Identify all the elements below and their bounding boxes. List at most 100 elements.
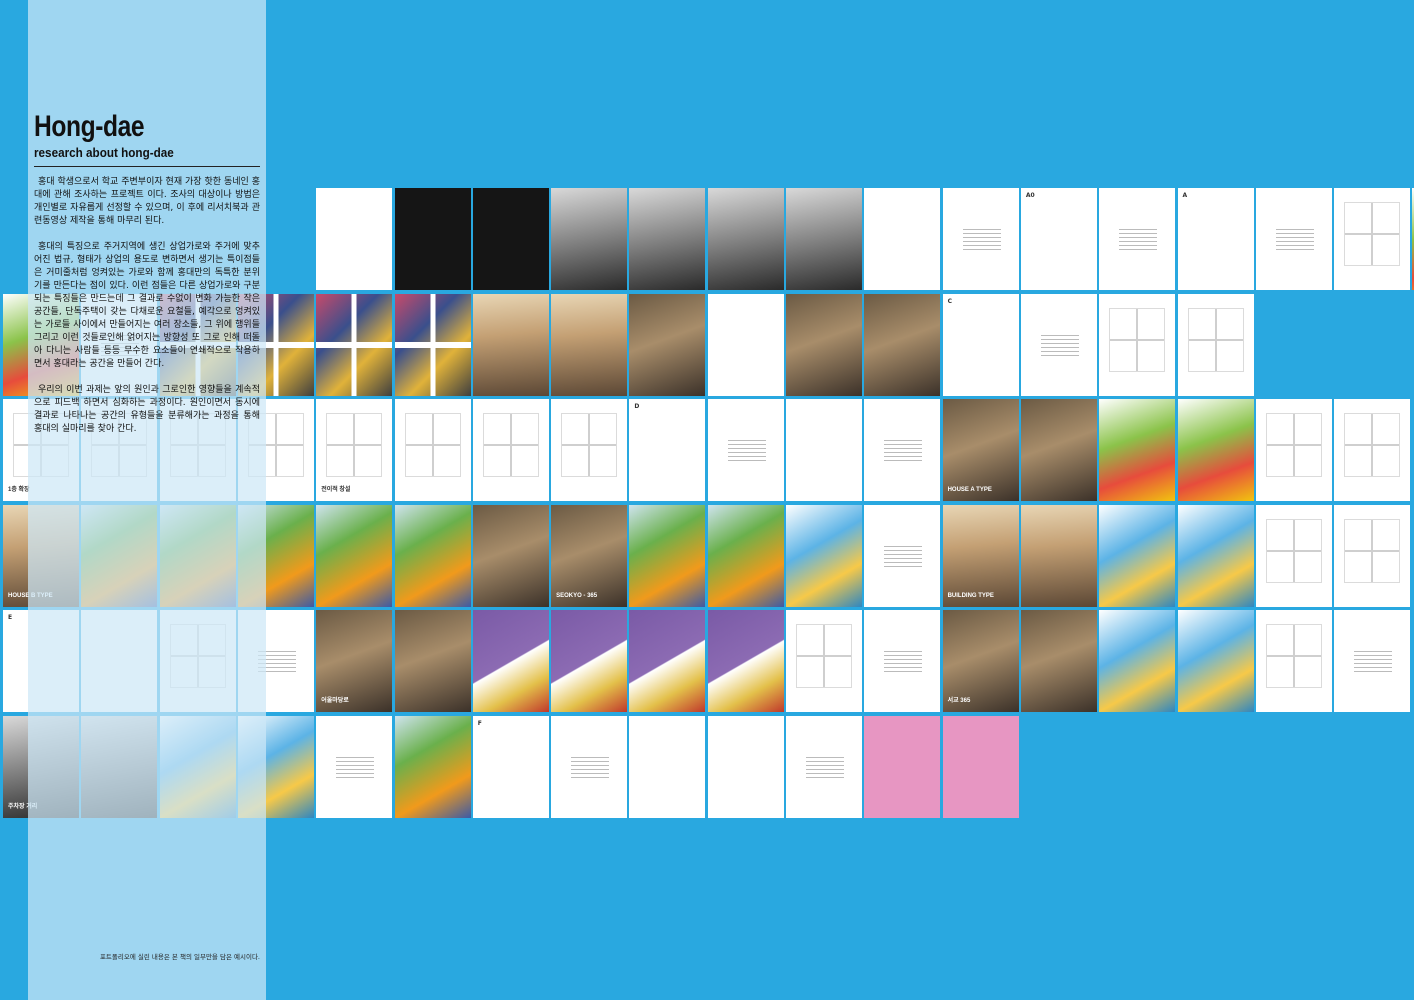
- book-page-thumbnail: [1412, 188, 1414, 290]
- page-caption: 서교 365: [947, 698, 971, 704]
- book-page-thumbnail: D: [629, 399, 706, 501]
- book-page-thumbnail: SEOKYO - 365: [551, 504, 628, 607]
- book-page-thumbnail: [864, 188, 941, 290]
- book-page-thumbnail: [472, 399, 549, 501]
- book-page-thumbnail: [472, 504, 549, 607]
- book-page-thumbnail: 서교 365: [942, 610, 1019, 712]
- book-page-thumbnail: [551, 610, 628, 712]
- book-page-thumbnail: [629, 188, 706, 290]
- description-paragraph: 홍대의 특징으로 주거지역에 생긴 상업가로와 주거에 맞추어진 법규, 형태가…: [34, 242, 260, 369]
- book-page-thumbnail: [707, 504, 784, 607]
- book-page-thumbnail: [551, 293, 628, 396]
- book-page-thumbnail: [551, 715, 628, 818]
- book-page-thumbnail: [1177, 293, 1254, 396]
- book-page-thumbnail: [472, 293, 549, 396]
- book-page-thumbnail: [786, 504, 862, 607]
- book-page-thumbnail: [864, 504, 941, 607]
- book-page-thumbnail: [1020, 399, 1097, 501]
- page-title: Hong-dae: [34, 110, 145, 143]
- book-page-thumbnail: [394, 293, 471, 396]
- book-page-thumbnail: [629, 504, 706, 607]
- book-page-thumbnail: [707, 399, 784, 501]
- book-page-thumbnail: [786, 610, 862, 712]
- book-page-thumbnail: [551, 399, 628, 501]
- section-letter: C: [947, 297, 952, 305]
- book-page-thumbnail: [394, 610, 471, 712]
- book-page-thumbnail: [394, 188, 471, 290]
- book-page-thumbnail: A: [1177, 188, 1254, 290]
- book-page-thumbnail: [786, 188, 862, 290]
- book-page-thumbnail: [1177, 504, 1254, 607]
- book-page-thumbnail: [1255, 188, 1332, 290]
- title-divider: [34, 166, 260, 167]
- book-page-thumbnail: [472, 610, 549, 712]
- book-page-thumbnail: [629, 293, 706, 396]
- description-paragraph: 홍대 학생으로서 학교 주변부이자 현재 가장 핫한 동네인 홍대에 관해 조사…: [34, 177, 260, 226]
- section-letter: D: [634, 403, 640, 410]
- section-letter: F: [477, 719, 482, 727]
- book-page-thumbnail: [707, 715, 784, 818]
- book-page-thumbnail: [394, 504, 471, 607]
- page-caption: BUILDING TYPE: [947, 592, 994, 599]
- page-caption: HOUSE A TYPE: [947, 487, 992, 493]
- section-letter: A0: [1025, 192, 1035, 199]
- book-page-thumbnail: [786, 715, 862, 818]
- book-page-thumbnail: [316, 504, 393, 607]
- book-page-thumbnail: 어울마당로: [316, 610, 393, 712]
- book-page-thumbnail: [1099, 504, 1176, 607]
- footnote: 포트폴리오에 실린 내용은 본 책의 일부만을 담은 예시이다.: [99, 953, 260, 961]
- book-page-thumbnail: [1020, 504, 1097, 607]
- book-page-thumbnail: [786, 399, 862, 501]
- book-page-thumbnail: [864, 293, 941, 396]
- book-page-thumbnail: [1255, 504, 1332, 607]
- book-page-thumbnail: [316, 715, 393, 818]
- book-page-thumbnail: [472, 188, 549, 290]
- page-caption: 주차장 거리: [8, 803, 38, 810]
- book-page-thumbnail: [1020, 293, 1097, 396]
- book-page-thumbnail: [551, 188, 628, 290]
- book-page-thumbnail: [629, 610, 706, 712]
- page-caption: 1층 확장: [8, 487, 30, 493]
- book-page-thumbnail: F: [472, 715, 549, 818]
- page-caption: SEOKYO - 365: [556, 592, 598, 599]
- book-page-thumbnail: [1099, 399, 1176, 501]
- book-page-thumbnail: [1334, 399, 1411, 501]
- book-page-thumbnail: [629, 715, 706, 818]
- book-page-thumbnail: [1099, 188, 1176, 290]
- description-body: 홍대 학생으로서 학교 주변부이자 현재 가장 핫한 동네인 홍대에 관해 조사…: [34, 176, 260, 449]
- book-page-thumbnail: [394, 715, 471, 818]
- book-page-thumbnail: HOUSE A TYPE: [942, 399, 1019, 501]
- book-page-thumbnail: C: [942, 293, 1019, 396]
- book-page-thumbnail: [316, 293, 393, 396]
- book-page-thumbnail: [316, 188, 393, 290]
- page-caption: 어울마당로: [321, 698, 349, 704]
- book-page-thumbnail: [864, 610, 941, 712]
- description-paragraph: 우리의 이번 과제는 앞의 원인과 그로인한 영향들을 계속적으로 피드백 하면…: [34, 385, 260, 434]
- book-page-thumbnail: BUILDING TYPE: [942, 504, 1019, 607]
- book-page-thumbnail: A0: [1020, 188, 1097, 290]
- section-letter: A: [1182, 192, 1188, 199]
- book-page-thumbnail: [1020, 610, 1097, 712]
- book-page-thumbnail: [1255, 399, 1332, 501]
- book-page-thumbnail: [786, 293, 862, 396]
- book-page-thumbnail: [1255, 610, 1332, 712]
- book-page-thumbnail: [1334, 504, 1411, 607]
- book-page-thumbnail: [864, 399, 941, 501]
- book-page-thumbnail: [707, 188, 784, 290]
- book-page-thumbnail: [1334, 188, 1411, 290]
- section-letter: E: [8, 614, 13, 621]
- book-page-thumbnail: [1177, 399, 1254, 501]
- book-page-thumbnail: [942, 715, 1019, 818]
- page-subtitle: research about hong-dae: [34, 145, 174, 160]
- book-page-thumbnail: [707, 610, 784, 712]
- book-page-thumbnail: [864, 715, 941, 818]
- page-caption: 전이적 창설: [321, 487, 351, 493]
- book-page-thumbnail: [1099, 610, 1176, 712]
- book-page-thumbnail: 전이적 창설: [316, 399, 393, 501]
- book-page-thumbnail: [394, 399, 471, 501]
- book-page-thumbnail: [1334, 610, 1411, 712]
- book-page-thumbnail: [1099, 293, 1176, 396]
- book-page-thumbnail: [707, 293, 784, 396]
- book-page-thumbnail: [942, 188, 1019, 290]
- book-page-thumbnail: [1177, 610, 1254, 712]
